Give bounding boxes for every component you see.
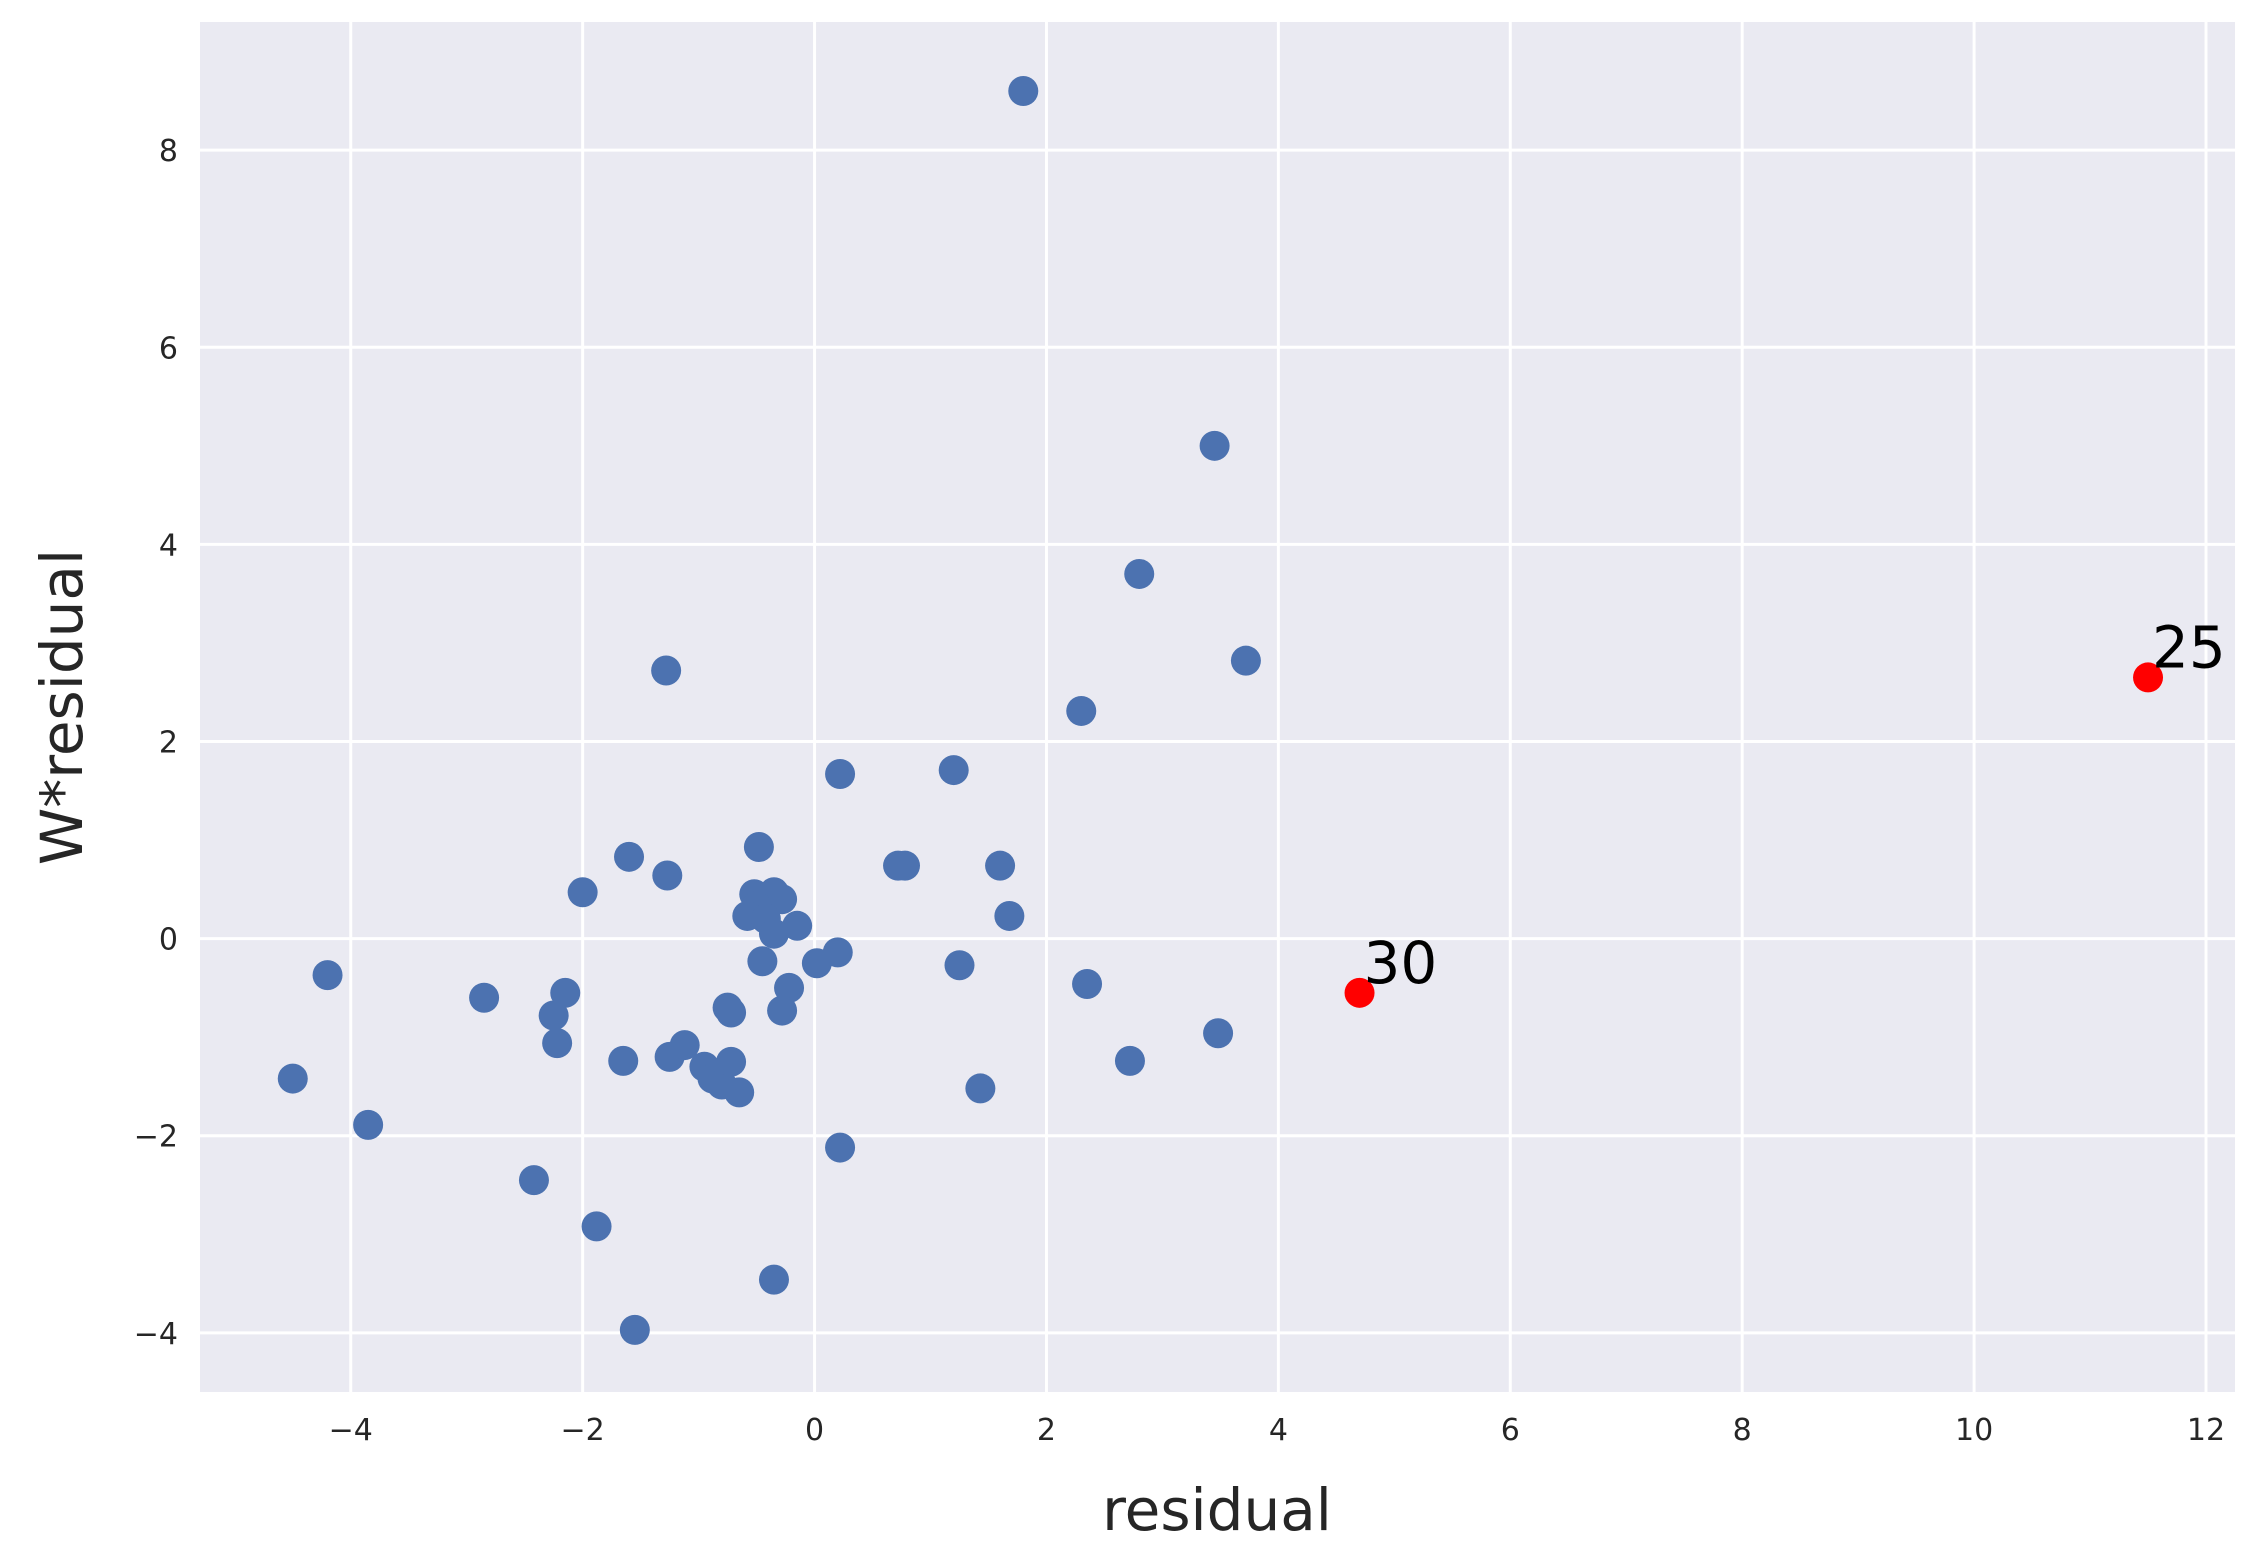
highlighted-point (1344, 977, 1375, 1008)
data-point (614, 841, 645, 872)
point-annotation: 30 (1364, 929, 1438, 997)
x-tick-label: 2 (1037, 1413, 1056, 1448)
data-point (1203, 1018, 1234, 1049)
x-axis-title: residual (1102, 1476, 1332, 1544)
y-tick-label: 6 (159, 331, 178, 366)
data-point (1199, 430, 1230, 461)
data-point (825, 1132, 856, 1163)
data-point (716, 997, 747, 1028)
x-tick-label: 10 (1955, 1413, 1993, 1448)
data-point (767, 995, 798, 1026)
data-point (619, 1314, 650, 1345)
data-point (938, 755, 969, 786)
data-point (1008, 75, 1039, 106)
data-point (1114, 1045, 1145, 1076)
data-point (758, 1264, 789, 1295)
data-point (277, 1063, 308, 1094)
x-tick-label: 0 (805, 1413, 824, 1448)
data-point (669, 1030, 700, 1061)
data-point (825, 759, 856, 790)
y-tick-label: 2 (159, 725, 178, 760)
y-tick-label: 4 (159, 528, 178, 563)
data-point (994, 900, 1025, 931)
data-point (782, 910, 813, 941)
y-tick-label: −4 (134, 1317, 178, 1352)
data-point (774, 972, 805, 1003)
data-point (801, 948, 832, 979)
x-tick-label: 6 (1501, 1413, 1520, 1448)
highlighted-point (2133, 662, 2164, 693)
data-point (353, 1109, 384, 1140)
y-tick-label: 0 (159, 923, 178, 958)
y-tick-labels: −4 −2 0 2 4 6 8 (134, 134, 178, 1352)
grid-lines (200, 22, 2235, 1392)
data-point (758, 918, 789, 949)
data-point (716, 1046, 747, 1077)
x-tick-label: 12 (2187, 1413, 2225, 1448)
data-point (651, 655, 682, 686)
y-tick-label: 8 (159, 134, 178, 169)
data-point (944, 950, 975, 981)
x-tick-label: 8 (1733, 1413, 1752, 1448)
data-point (567, 877, 598, 908)
data-point (1072, 968, 1103, 999)
data-point (890, 850, 921, 881)
data-point (985, 850, 1016, 881)
x-tick-label: −2 (561, 1413, 605, 1448)
point-annotation: 25 (2152, 613, 2226, 681)
data-point (747, 946, 778, 977)
data-point (767, 884, 798, 915)
data-point (743, 831, 774, 862)
x-tick-label: 4 (1269, 1413, 1288, 1448)
y-tick-label: −2 (134, 1120, 178, 1155)
x-tick-labels: −4 −2 0 2 4 6 8 10 12 (329, 1413, 2225, 1448)
y-axis-title: W*residual (28, 549, 96, 865)
data-point (542, 1028, 573, 1059)
data-point (1230, 645, 1261, 676)
x-tick-label: −4 (329, 1413, 373, 1448)
data-points (277, 75, 1261, 1345)
highlighted-points: 30 25 (1344, 613, 2226, 1008)
data-point (550, 977, 581, 1008)
data-point (1124, 558, 1155, 589)
data-point (724, 1077, 755, 1108)
data-point (608, 1045, 639, 1076)
data-point (965, 1073, 996, 1104)
data-point (538, 1000, 569, 1031)
data-point (518, 1165, 549, 1196)
plot-background (200, 22, 2235, 1392)
data-point (652, 860, 683, 891)
data-point (581, 1211, 612, 1242)
data-point (312, 960, 343, 991)
data-point (469, 982, 500, 1013)
data-point (1066, 695, 1097, 726)
